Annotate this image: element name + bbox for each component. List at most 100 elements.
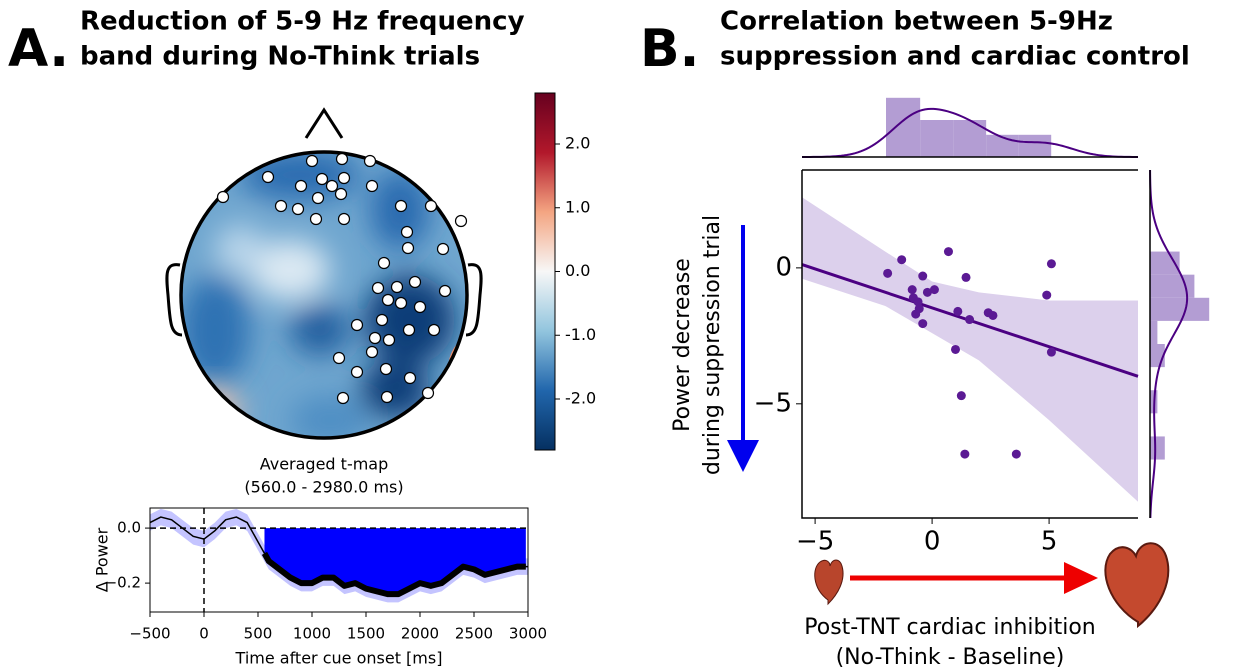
- y-axis-label: Power decrease: [670, 258, 695, 432]
- electrode: [436, 242, 450, 256]
- decorations: [727, 225, 1170, 629]
- electrode: [371, 281, 385, 295]
- significant-line: [261, 551, 526, 598]
- histogram-bar: [1150, 436, 1165, 460]
- colorbar-tick-label: 1.0: [565, 197, 590, 216]
- kde-curve: [801, 107, 1139, 158]
- scatter-point: [1011, 449, 1021, 459]
- electrode: [309, 212, 323, 226]
- x-tick-label: 0: [924, 527, 941, 557]
- panel-letter: A.: [8, 19, 69, 79]
- electrode: [261, 170, 275, 184]
- electrode: [402, 323, 416, 337]
- topomap-caption: Averaged t-map: [260, 455, 389, 474]
- electrode: [427, 323, 441, 337]
- scatter-point: [918, 319, 928, 329]
- x-tick-label: −5: [796, 527, 834, 557]
- electrode: [377, 256, 391, 270]
- scatter-point: [918, 271, 928, 281]
- scatter-point: [907, 285, 917, 295]
- y-axis-label: Δ Power: [93, 527, 112, 592]
- electrode: [421, 386, 435, 400]
- x-tick-label: 1500: [347, 625, 385, 643]
- electrode: [334, 187, 348, 201]
- scatter-point: [883, 268, 893, 278]
- scatter-point: [1046, 259, 1056, 269]
- electrode: [454, 214, 468, 228]
- histogram-bar: [886, 97, 921, 157]
- y-tick-label: −0.2: [105, 574, 141, 592]
- electrode: [337, 212, 351, 226]
- panel-title: band during No-Think trials: [80, 42, 480, 72]
- x-tick-label: 2000: [401, 625, 439, 643]
- electrode: [365, 179, 379, 193]
- x-tick-label: 1000: [293, 625, 331, 643]
- electrode: [394, 296, 408, 310]
- electrode: [379, 362, 393, 376]
- scatter-point: [1042, 290, 1052, 300]
- x-axis-label: (No-Think - Baseline): [836, 645, 1065, 670]
- colorbar-tick-label: -1.0: [565, 325, 596, 344]
- x-tick-label: 2500: [455, 625, 493, 643]
- confidence-band: [802, 197, 1138, 502]
- scatter-point: [956, 391, 966, 401]
- x-tick-label: 0: [199, 625, 209, 643]
- electrode: [305, 154, 319, 168]
- colorbar: [534, 92, 556, 451]
- electrode: [274, 199, 288, 213]
- electrode: [438, 284, 452, 298]
- electrode: [401, 241, 415, 255]
- electrode: [325, 179, 339, 193]
- electrode: [311, 191, 325, 205]
- scatter-point: [1046, 347, 1056, 357]
- electrode: [381, 293, 395, 307]
- colorbar-tick-label: 2.0: [565, 134, 590, 153]
- electrode: [408, 275, 422, 289]
- scatter-point: [922, 287, 932, 297]
- electrode: [380, 390, 394, 404]
- electrode: [336, 391, 350, 405]
- panel-title: Reduction of 5-9 Hz frequency: [80, 7, 525, 37]
- topomap-caption: (560.0 - 2980.0 ms): [244, 478, 403, 497]
- x-tick-label: 5: [1041, 527, 1058, 557]
- scatter-point: [953, 306, 963, 316]
- topomap: [165, 107, 483, 440]
- electrode: [403, 371, 417, 385]
- electrode: [375, 313, 389, 327]
- electrode: [337, 171, 351, 185]
- electrode: [216, 190, 230, 204]
- y-axis-label: during suppression trial: [700, 215, 725, 475]
- scatter-point: [897, 255, 907, 265]
- colorbar-tick-label: -2.0: [565, 389, 596, 408]
- electrode: [315, 172, 329, 186]
- electrode: [390, 280, 404, 294]
- kde-curve: [1149, 169, 1189, 519]
- electrode: [350, 365, 364, 379]
- scatter-point: [913, 297, 923, 307]
- panel-letter: B.: [640, 19, 699, 79]
- electrode: [350, 318, 364, 332]
- histogram-bar: [1150, 297, 1210, 321]
- scatter-point: [961, 272, 971, 282]
- electrode: [291, 202, 305, 216]
- histogram-bar: [1018, 134, 1052, 157]
- electrode: [294, 179, 308, 193]
- electrode: [400, 225, 414, 239]
- electrode: [363, 154, 377, 168]
- histogram-bar: [1150, 320, 1158, 344]
- x-tick-label: 3000: [509, 625, 547, 643]
- y-tick-label: 0: [775, 252, 792, 282]
- x-axis-label: Post-TNT cardiac inhibition: [804, 615, 1096, 640]
- axes-frame: [149, 507, 529, 613]
- scatter-point: [929, 285, 939, 295]
- x-tick-label: 500: [244, 625, 273, 643]
- electrode: [335, 152, 349, 166]
- electrode: [368, 331, 382, 345]
- electrode: [394, 199, 408, 213]
- panel-title: suppression and cardiac control: [720, 42, 1190, 72]
- scatter-point: [914, 304, 924, 314]
- x-tick-label: −500: [129, 625, 170, 643]
- electrode: [424, 199, 438, 213]
